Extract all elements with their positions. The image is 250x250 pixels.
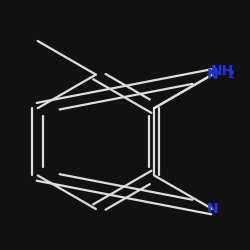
Text: N: N	[206, 68, 218, 82]
Text: NH: NH	[211, 64, 234, 78]
Text: 2: 2	[227, 70, 234, 80]
Text: N: N	[206, 202, 218, 216]
